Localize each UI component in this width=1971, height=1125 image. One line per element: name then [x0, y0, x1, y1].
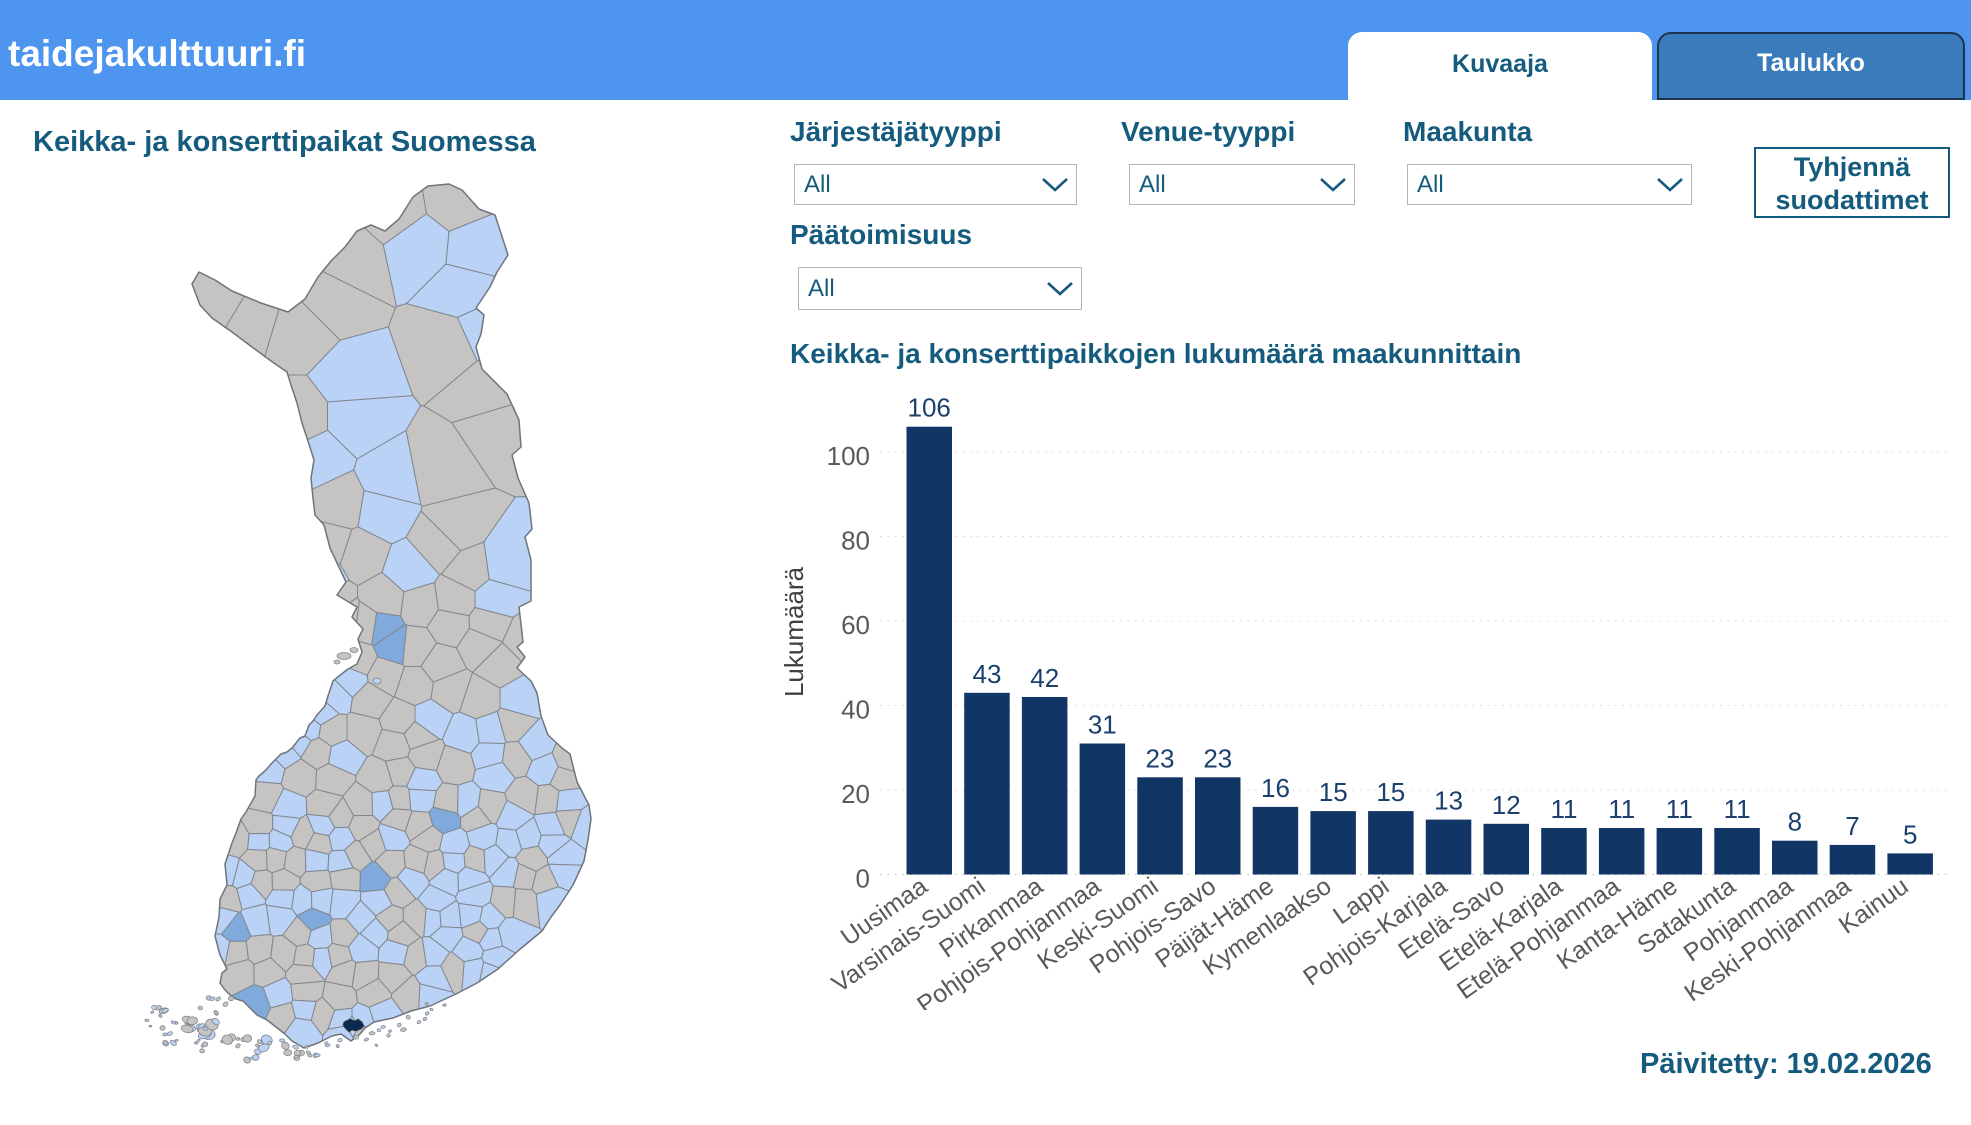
svg-text:13: 13 — [1434, 786, 1463, 816]
svg-text:0: 0 — [856, 864, 870, 894]
svg-text:60: 60 — [841, 610, 870, 640]
svg-text:16: 16 — [1261, 773, 1290, 803]
svg-text:11: 11 — [1666, 794, 1693, 824]
svg-text:8: 8 — [1788, 807, 1802, 837]
svg-text:7: 7 — [1845, 811, 1859, 841]
svg-text:5: 5 — [1903, 819, 1917, 849]
svg-text:23: 23 — [1203, 743, 1232, 773]
svg-text:31: 31 — [1088, 710, 1117, 740]
svg-text:100: 100 — [827, 441, 870, 471]
svg-text:106: 106 — [908, 393, 951, 423]
svg-text:15: 15 — [1376, 777, 1405, 807]
svg-text:Lukumäärä: Lukumäärä — [779, 566, 809, 697]
svg-text:40: 40 — [841, 695, 870, 725]
svg-text:15: 15 — [1319, 777, 1348, 807]
svg-text:12: 12 — [1492, 790, 1521, 820]
svg-text:43: 43 — [973, 659, 1002, 689]
svg-text:11: 11 — [1551, 794, 1578, 824]
svg-text:11: 11 — [1724, 794, 1751, 824]
svg-text:42: 42 — [1030, 663, 1059, 693]
svg-text:20: 20 — [841, 779, 870, 809]
svg-text:11: 11 — [1608, 794, 1635, 824]
svg-text:23: 23 — [1146, 743, 1175, 773]
svg-text:80: 80 — [841, 526, 870, 556]
